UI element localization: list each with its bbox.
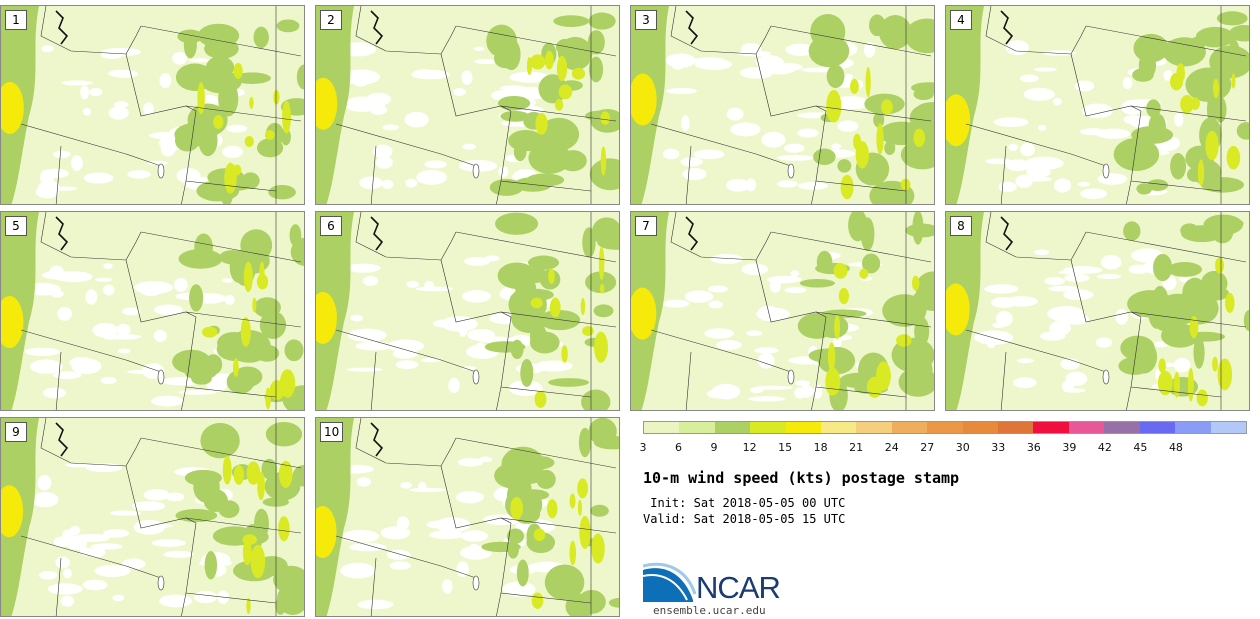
colorbar-tick-label: 3 — [639, 441, 647, 454]
colorbar-tick-label: 36 — [1026, 441, 1041, 454]
colorbar-tick-label: 39 — [1062, 441, 1077, 454]
colorbar-segment — [962, 422, 999, 433]
wind-speed-map — [1, 418, 304, 616]
map-panel-5: 5 — [0, 211, 305, 411]
colorbar-segment — [644, 422, 680, 433]
ncar-logo-text: NCAR — [696, 570, 781, 605]
wind-speed-map — [1, 6, 304, 204]
member-number-label: 1 — [5, 10, 27, 30]
member-number-label: 5 — [5, 216, 27, 236]
map-panel-10: 10 — [315, 417, 620, 617]
map-panel-1: 1 — [0, 5, 305, 205]
map-panel-3: 3 — [630, 5, 935, 205]
ncar-logo-icon — [643, 562, 697, 602]
colorbar-tick-label: 48 — [1168, 441, 1183, 454]
colorbar-tick-label: 33 — [991, 441, 1006, 454]
colorbar-tick-label: 15 — [778, 441, 793, 454]
colorbar-tick-label: 21 — [849, 441, 864, 454]
wind-speed-map — [631, 6, 934, 204]
map-panel-6: 6 — [315, 211, 620, 411]
init-label: Init: — [650, 496, 687, 510]
colorbar-segment — [821, 422, 857, 433]
map-panel-2: 2 — [315, 5, 620, 205]
chart-title: 10-m wind speed (kts) postage stamp — [643, 469, 960, 487]
member-number-label: 6 — [320, 216, 342, 236]
wind-speed-map — [631, 212, 934, 410]
init-time: Init: Sat 2018-05-05 00 UTC — [643, 496, 845, 510]
colorbar-segment — [1210, 422, 1246, 433]
colorbar-tick-label: 30 — [955, 441, 970, 454]
colorbar-segment — [750, 422, 786, 433]
valid-time: Valid: Sat 2018-05-05 15 UTC — [643, 512, 845, 526]
map-panel-9: 9 — [0, 417, 305, 617]
colorbar-tick-label: 42 — [1097, 441, 1112, 454]
wind-speed-map — [316, 6, 619, 204]
colorbar-segment — [1175, 422, 1211, 433]
wind-speed-map — [946, 6, 1249, 204]
wind-speed-map — [946, 212, 1249, 410]
colorbar-tick-label: 18 — [813, 441, 828, 454]
colorbar-segment — [714, 422, 751, 433]
member-number-label: 8 — [950, 216, 972, 236]
init-value: Sat 2018-05-05 00 UTC — [693, 496, 846, 510]
wind-speed-map — [1, 212, 304, 410]
colorbar-tick-label: 6 — [675, 441, 683, 454]
colorbar-tick-label: 12 — [742, 441, 757, 454]
member-number-label: 2 — [320, 10, 342, 30]
wind-speed-map — [316, 418, 619, 616]
member-number-label: 9 — [5, 422, 27, 442]
colorbar-tick-labels: 3 6 9 12 15 18 21 24 27 30 33 36 39 42 45 48 — [639, 441, 1247, 455]
colorbar-tick-label: 24 — [884, 441, 899, 454]
colorbar-segment — [785, 422, 822, 433]
map-panel-7: 7 — [630, 211, 935, 411]
colorbar-segment — [679, 422, 715, 433]
map-panel-4: 4 — [945, 5, 1250, 205]
member-number-label: 4 — [950, 10, 972, 30]
colorbar-tick-label: 27 — [920, 441, 935, 454]
colorbar-segment — [927, 422, 963, 433]
valid-value: Sat 2018-05-05 15 UTC — [693, 512, 846, 526]
colorbar-segment — [1033, 422, 1069, 433]
member-number-label: 3 — [635, 10, 657, 30]
member-number-label: 10 — [320, 422, 344, 442]
map-panel-8: 8 — [945, 211, 1250, 411]
colorbar-segment — [1139, 422, 1176, 433]
wind-speed-map — [316, 212, 619, 410]
colorbar-tick-label: 45 — [1133, 441, 1148, 454]
colorbar-segment — [998, 422, 1034, 433]
colorbar-segment — [1068, 422, 1105, 433]
colorbar-segment — [1104, 422, 1140, 433]
valid-label: Valid: — [643, 512, 687, 526]
wind-speed-colorbar — [643, 421, 1247, 434]
colorbar-segment — [891, 422, 928, 433]
ensemble-url: ensemble.ucar.edu — [653, 604, 766, 617]
member-number-label: 7 — [635, 216, 657, 236]
colorbar-tick-label: 9 — [710, 441, 718, 454]
colorbar-segment — [856, 422, 892, 433]
